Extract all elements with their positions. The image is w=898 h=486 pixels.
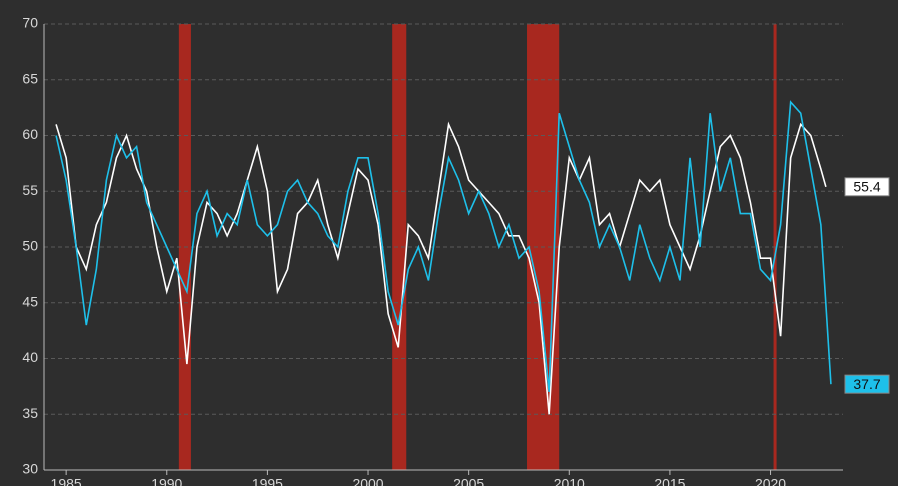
y-tick-label: 65 — [22, 70, 38, 86]
end-label-box — [844, 374, 890, 394]
y-tick-label: 70 — [22, 15, 38, 31]
end-label: 55.4 — [853, 178, 880, 194]
x-tick-label: 1990 — [151, 476, 182, 486]
y-tick-label: 35 — [22, 405, 38, 421]
x-tick-label: 2015 — [654, 476, 685, 486]
x-tick-label: 1995 — [252, 476, 283, 486]
end-label: 37.7 — [853, 376, 880, 392]
x-tick-label: 2010 — [554, 476, 585, 486]
end-label-box — [844, 177, 890, 197]
y-tick-label: 45 — [22, 293, 38, 309]
y-tick-label: 55 — [22, 182, 38, 198]
series-line — [55, 100, 832, 393]
y-tick-label: 30 — [22, 461, 38, 477]
x-tick-label: 2005 — [453, 476, 484, 486]
y-tick-label: 50 — [22, 238, 38, 254]
x-tick-label: 2020 — [755, 476, 786, 486]
y-tick-label: 60 — [22, 126, 38, 142]
y-tick-label: 40 — [22, 349, 38, 365]
x-tick-label: 1985 — [51, 476, 82, 486]
x-tick-label: 2000 — [352, 476, 383, 486]
